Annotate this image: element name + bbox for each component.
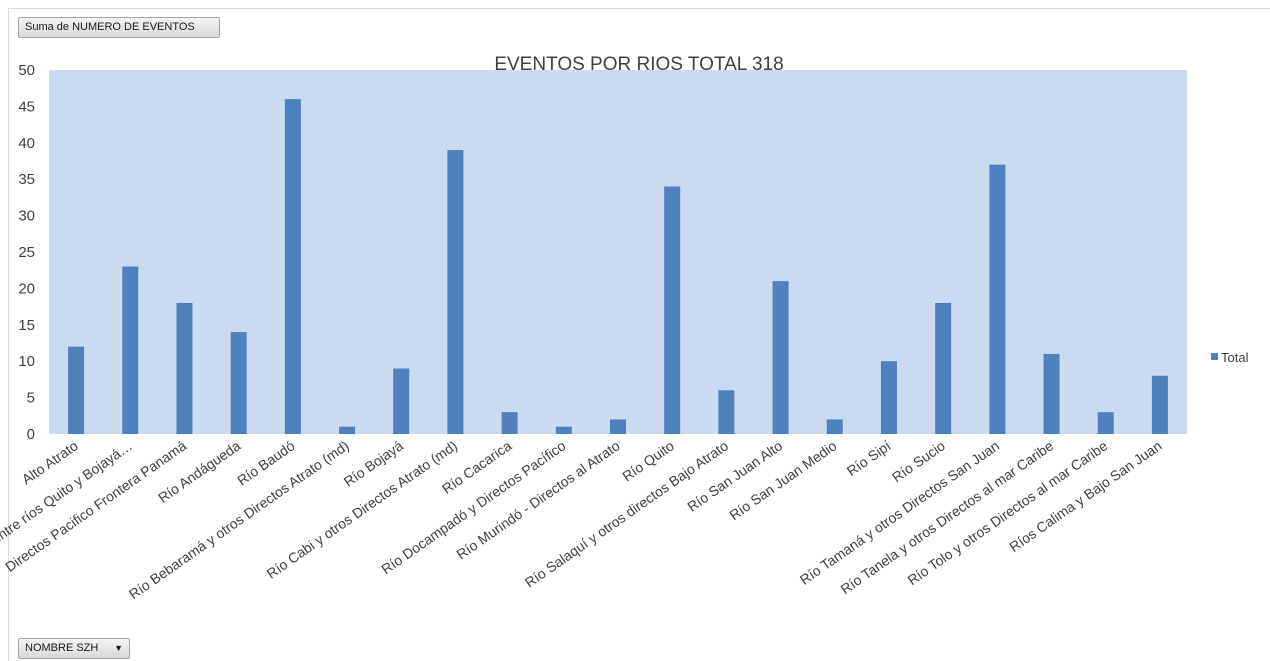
bar bbox=[284, 99, 301, 435]
bar bbox=[176, 302, 193, 434]
y-tick-label: 25 bbox=[18, 244, 35, 261]
x-tick-label: Río Tolo y otros Directos al mar Caribe bbox=[905, 437, 1111, 588]
bar bbox=[989, 164, 1006, 434]
chart-title: EVENTOS POR RIOS TOTAL 318 bbox=[494, 54, 783, 75]
legend-label-total: Total bbox=[1221, 350, 1249, 365]
bar bbox=[1043, 353, 1060, 434]
y-tick-label: 50 bbox=[18, 62, 35, 79]
bar bbox=[555, 426, 572, 434]
y-tick-label: 40 bbox=[18, 135, 35, 152]
bar bbox=[826, 419, 843, 434]
y-tick-label: 45 bbox=[18, 98, 35, 115]
x-tick-label: Río Cabi y otros Directos Atrato (md) bbox=[264, 437, 461, 581]
bar bbox=[68, 346, 85, 434]
bar bbox=[1151, 375, 1168, 434]
bar bbox=[718, 390, 735, 434]
bar-series-total bbox=[68, 99, 1168, 435]
x-axis: Alto AtratoDirectos al Atrato entre ríos… bbox=[0, 437, 1165, 610]
bar bbox=[230, 332, 247, 434]
y-tick-label: 0 bbox=[27, 426, 35, 443]
bar bbox=[393, 368, 410, 434]
legend-swatch-total bbox=[1211, 353, 1218, 360]
bar bbox=[610, 419, 626, 434]
y-tick-label: 5 bbox=[27, 390, 35, 407]
row-field-label: NOMBRE SZH bbox=[25, 642, 99, 654]
y-tick-label: 10 bbox=[18, 353, 35, 370]
bar bbox=[880, 361, 897, 434]
bar bbox=[664, 186, 681, 434]
x-tick-label: Río Sipí bbox=[844, 437, 894, 479]
y-tick-label: 15 bbox=[18, 317, 35, 334]
plot-area bbox=[49, 70, 1187, 434]
bar bbox=[935, 302, 952, 434]
bar bbox=[339, 426, 356, 434]
y-tick-label: 20 bbox=[18, 280, 35, 297]
bar bbox=[122, 266, 139, 434]
bar bbox=[501, 412, 518, 434]
bar bbox=[447, 150, 464, 434]
legend: Total bbox=[1211, 350, 1249, 365]
y-axis: 0 5 10 15 20 25 30 35 40 45 50 bbox=[18, 62, 35, 443]
x-tick-label: Río Tamaná y otros Directos San Juan bbox=[797, 437, 1002, 587]
chart-frame bbox=[8, 8, 1270, 661]
value-field-button[interactable]: Suma de NUMERO DE EVENTOS bbox=[18, 17, 220, 38]
row-field-dropdown[interactable]: NOMBRE SZH ▼ bbox=[18, 638, 130, 659]
chevron-down-icon: ▼ bbox=[114, 643, 123, 653]
y-tick-label: 35 bbox=[18, 171, 35, 188]
y-tick-label: 30 bbox=[18, 208, 35, 225]
bar bbox=[772, 281, 789, 434]
bar bbox=[1097, 412, 1114, 434]
